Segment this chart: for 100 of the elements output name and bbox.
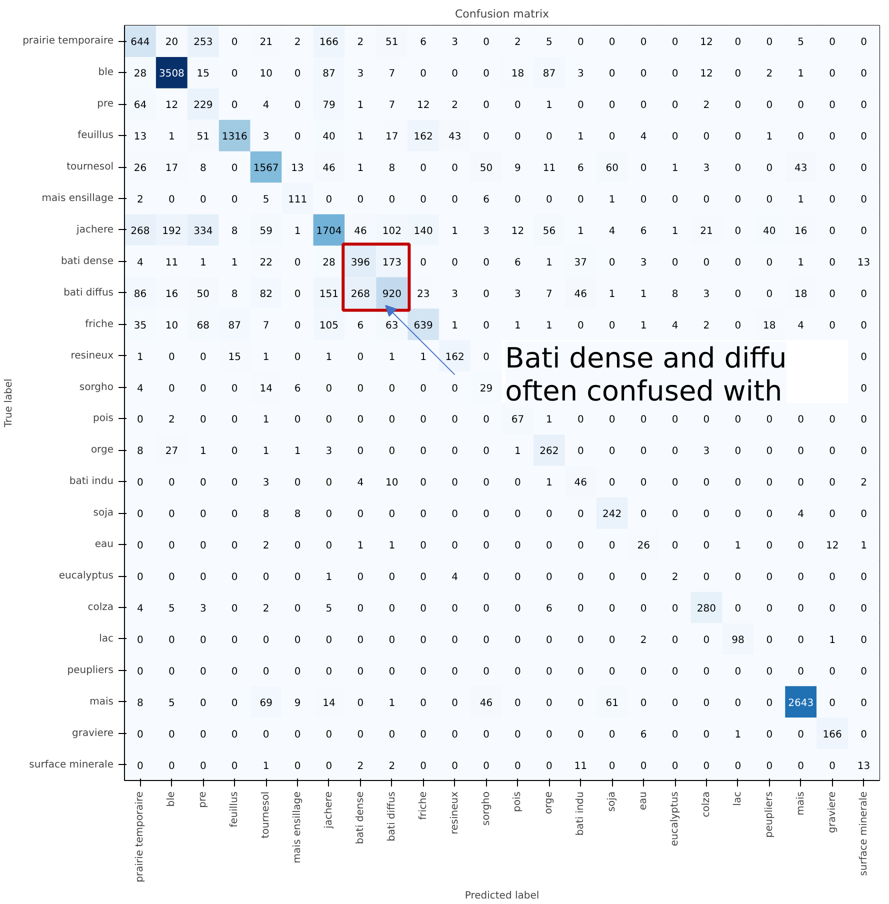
data-label: 0 bbox=[860, 446, 867, 458]
data-label: 0 bbox=[326, 760, 332, 772]
data-label: 0 bbox=[200, 698, 206, 709]
data-label: 173 bbox=[382, 257, 402, 268]
data-label: 0 bbox=[734, 666, 742, 678]
data-label: 0 bbox=[608, 540, 616, 552]
data-label: 0 bbox=[452, 698, 458, 709]
data-label: 0 bbox=[860, 666, 867, 678]
data-label: 1 bbox=[546, 414, 552, 426]
data-label: 0 bbox=[546, 760, 552, 772]
data-label: 0 bbox=[200, 194, 206, 206]
data-label: 0 bbox=[703, 760, 710, 772]
data-label: 0 bbox=[766, 288, 773, 300]
data-label: 2 bbox=[294, 37, 301, 48]
data-label: 0 bbox=[452, 68, 458, 80]
data-label: 43 bbox=[448, 132, 462, 143]
data-label: 4 bbox=[137, 603, 144, 614]
data-label: 0 bbox=[357, 509, 364, 520]
data-label: 98 bbox=[732, 634, 744, 646]
data-label: 0 bbox=[829, 68, 836, 80]
x-tick-label: eau bbox=[638, 791, 650, 810]
data-label: 0 bbox=[420, 540, 427, 552]
data-label: 0 bbox=[672, 698, 678, 709]
data-label: 0 bbox=[766, 478, 773, 489]
y-tick-label: surface minerale bbox=[29, 759, 114, 770]
data-label: 0 bbox=[420, 478, 427, 489]
data-label: 0 bbox=[546, 572, 552, 584]
y-tick-label: graviere bbox=[72, 728, 114, 739]
data-label: 13 bbox=[857, 760, 870, 772]
data-label: 40 bbox=[763, 226, 776, 237]
data-label: 0 bbox=[798, 729, 804, 740]
data-label: 2 bbox=[860, 478, 867, 489]
y-tick-label: resineux bbox=[70, 350, 114, 362]
data-label: 0 bbox=[734, 100, 742, 112]
data-label: 0 bbox=[514, 572, 521, 584]
data-label: 5 bbox=[326, 603, 332, 614]
data-label: 0 bbox=[452, 257, 458, 268]
data-label: 1 bbox=[577, 132, 584, 143]
data-label: 0 bbox=[483, 509, 490, 520]
data-label: 0 bbox=[829, 698, 836, 709]
x-tick-label: pois bbox=[512, 791, 524, 812]
data-label: 35 bbox=[134, 320, 147, 332]
data-label: 0 bbox=[546, 729, 552, 740]
data-label: 0 bbox=[231, 729, 238, 740]
data-label: 0 bbox=[798, 414, 804, 426]
data-label: 0 bbox=[860, 100, 867, 112]
data-label: 0 bbox=[137, 509, 144, 520]
data-label: 0 bbox=[231, 603, 238, 614]
data-label: 0 bbox=[514, 132, 521, 143]
data-label: 0 bbox=[483, 603, 490, 614]
data-label: 0 bbox=[294, 132, 301, 143]
data-label: 43 bbox=[794, 163, 808, 174]
data-label: 0 bbox=[734, 163, 742, 174]
data-label: 0 bbox=[326, 634, 332, 646]
data-label: 151 bbox=[319, 288, 339, 300]
data-label: 0 bbox=[483, 540, 490, 552]
data-label: 15 bbox=[228, 352, 241, 363]
data-label: 162 bbox=[414, 132, 433, 143]
data-label: 20 bbox=[165, 37, 178, 48]
data-label: 64 bbox=[134, 100, 147, 112]
data-label: 0 bbox=[200, 509, 206, 520]
data-label: 1 bbox=[262, 414, 270, 426]
data-label: 6 bbox=[357, 320, 364, 332]
data-label: 1704 bbox=[316, 226, 342, 237]
data-label: 4 bbox=[672, 320, 678, 332]
data-label: 12 bbox=[700, 68, 713, 80]
data-label: 0 bbox=[168, 729, 175, 740]
data-label: 46 bbox=[574, 478, 588, 489]
data-label: 0 bbox=[231, 478, 238, 489]
data-label: 0 bbox=[137, 478, 144, 489]
data-label: 0 bbox=[483, 634, 490, 646]
data-label: 0 bbox=[388, 666, 396, 678]
data-label: 0 bbox=[514, 634, 521, 646]
data-label: 1 bbox=[734, 540, 742, 552]
x-tick-label: friche bbox=[418, 791, 429, 820]
data-label: 0 bbox=[734, 37, 742, 48]
data-label: 0 bbox=[640, 760, 647, 772]
data-label: 0 bbox=[608, 257, 616, 268]
data-label: 0 bbox=[703, 729, 710, 740]
data-label: 0 bbox=[798, 634, 804, 646]
data-label: 0 bbox=[231, 163, 238, 174]
data-label: 0 bbox=[766, 760, 773, 772]
data-label: 0 bbox=[766, 698, 773, 709]
data-label: 0 bbox=[357, 729, 364, 740]
data-label: 1 bbox=[798, 68, 804, 80]
data-label: 0 bbox=[860, 194, 867, 206]
data-label: 0 bbox=[326, 414, 332, 426]
data-label: 0 bbox=[860, 163, 867, 174]
data-label: 0 bbox=[640, 509, 647, 520]
y-tick-label: ble bbox=[98, 67, 114, 78]
data-label: 0 bbox=[829, 478, 836, 489]
data-label: 0 bbox=[798, 100, 804, 112]
data-label: 14 bbox=[322, 698, 336, 709]
data-label: 0 bbox=[829, 194, 836, 206]
data-label: 0 bbox=[294, 603, 301, 614]
data-label: 13 bbox=[291, 163, 304, 174]
data-label: 0 bbox=[231, 572, 238, 584]
data-label: 0 bbox=[829, 603, 836, 614]
data-label: 0 bbox=[608, 100, 616, 112]
data-label: 0 bbox=[420, 572, 427, 584]
